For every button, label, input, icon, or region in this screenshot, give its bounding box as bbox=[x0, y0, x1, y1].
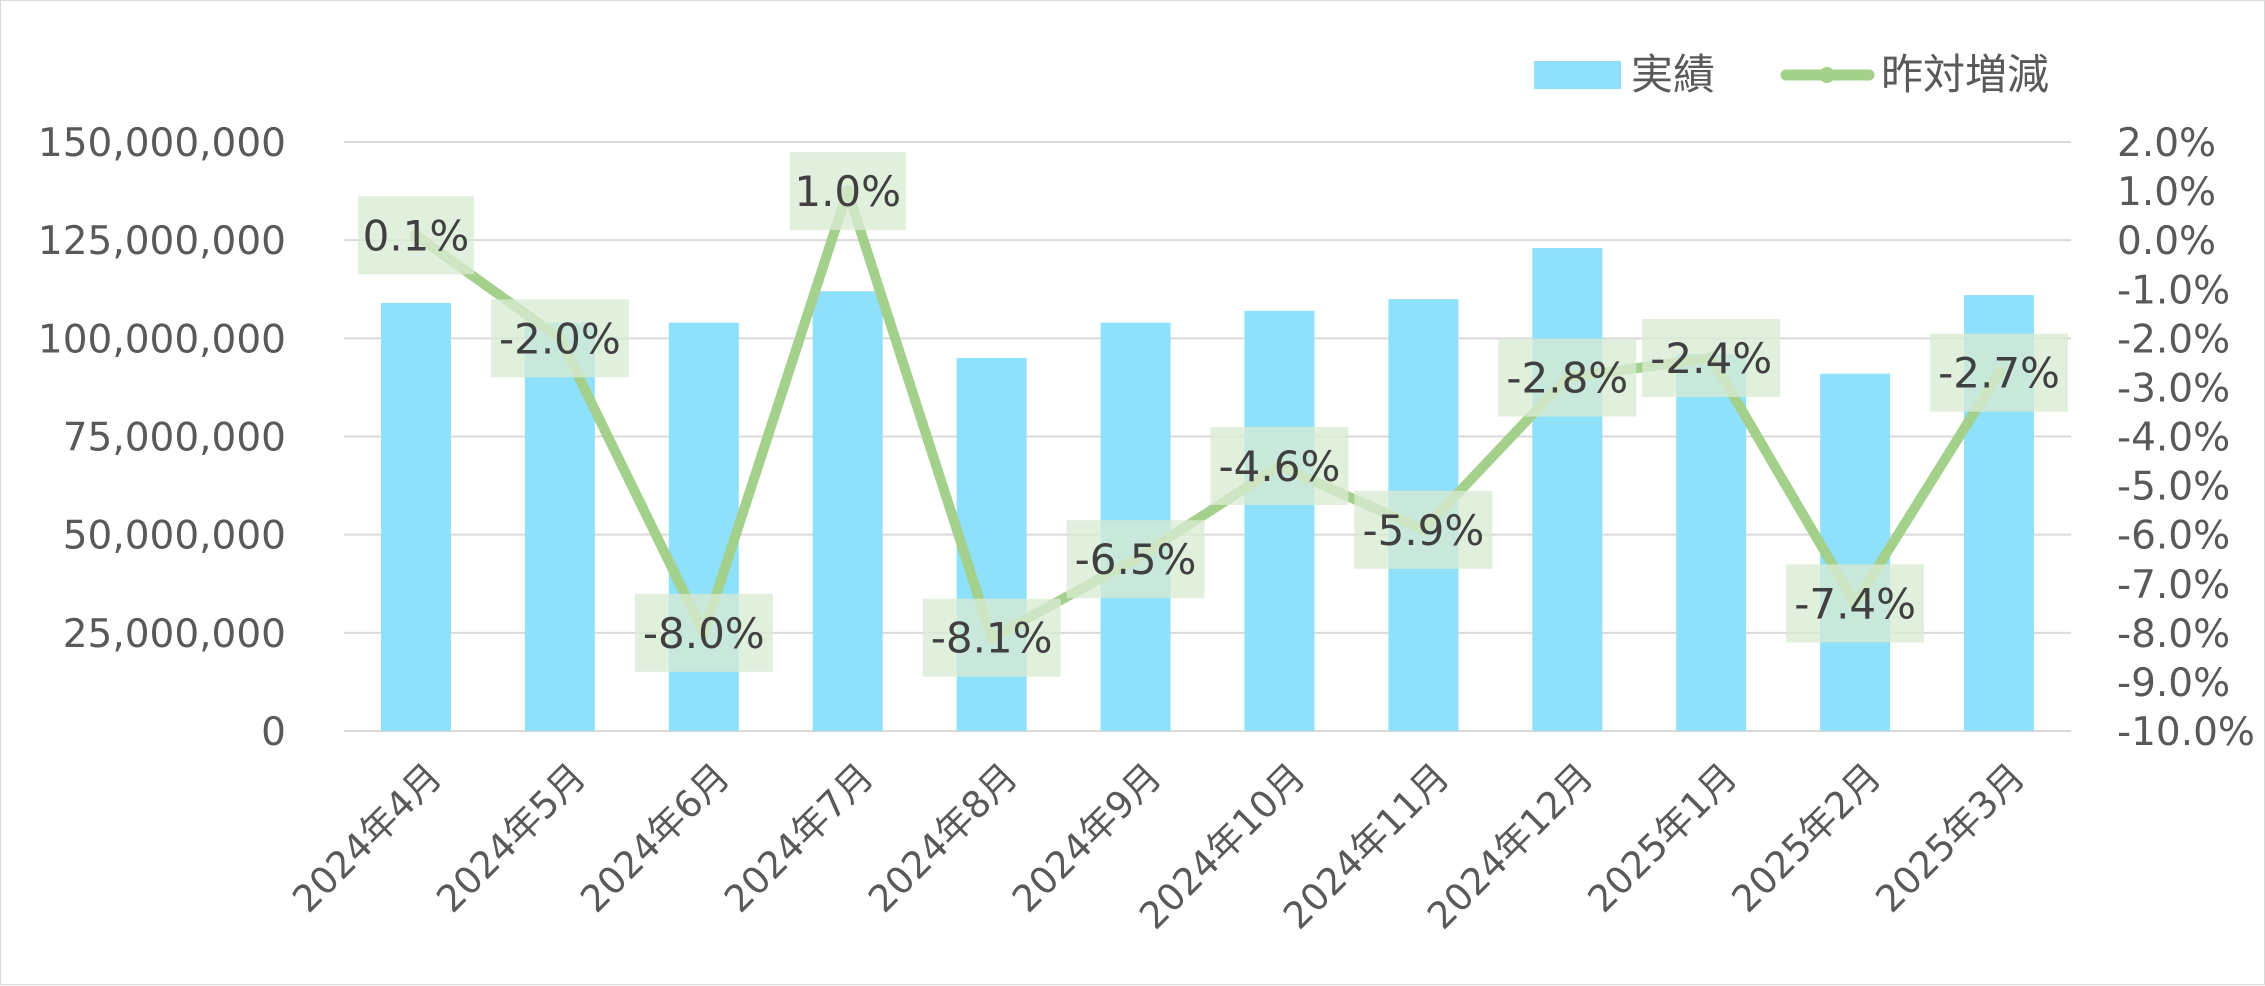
right-axis-tick-9: -2.0% bbox=[2117, 317, 2230, 362]
data-label-bg-12 bbox=[1930, 333, 2069, 412]
data-label-9: -2.8% bbox=[1506, 354, 1628, 403]
data-label-5: -8.1% bbox=[931, 614, 1053, 663]
legend: 実績 昨対増減 bbox=[1534, 50, 2049, 99]
left-axis-ticks: 0 25,000,000 50,000,000 75,000,000 100,000,0… bbox=[38, 121, 286, 755]
line-path bbox=[410, 186, 2005, 643]
right-axis-ticks: -10.0%-9.0%-8.0%-7.0%-6.0%-5.0%-4.0% -3.0… bbox=[2117, 121, 2255, 755]
data-label-7: -4.6% bbox=[1219, 442, 1341, 491]
right-axis-tick-6: -5.0% bbox=[2117, 465, 2230, 510]
bar-4 bbox=[812, 291, 883, 731]
gridlines bbox=[344, 141, 2071, 732]
left-axis-tick-6: 125,000,000 bbox=[38, 219, 286, 264]
data-label-bg-6 bbox=[1066, 520, 1205, 599]
data-label-bg-3 bbox=[634, 593, 773, 672]
line-series bbox=[409, 185, 2006, 644]
legend-swatch-marker bbox=[1819, 67, 1835, 83]
x-axis-tick-11: 2025年2月 bbox=[1724, 755, 1890, 921]
data-label-bg-8 bbox=[1354, 490, 1493, 569]
x-axis-tick-2: 2024年5月 bbox=[428, 755, 594, 921]
data-labels: 0.1% -2.0% -8.0% 1.0% -8.1% -6.5% -4.6% -5.9% -2… bbox=[357, 152, 2069, 677]
x-axis-ticks: 2024年4月2024年5月2024年6月2024年7月2024年8月2024年… bbox=[284, 755, 2033, 938]
right-axis-tick-4: -7.0% bbox=[2117, 563, 2230, 608]
x-axis-tick-1: 2024年4月 bbox=[284, 755, 450, 921]
right-axis-tick-2: -9.0% bbox=[2117, 661, 2230, 706]
right-axis-tick-3: -8.0% bbox=[2117, 612, 2230, 657]
bar-7 bbox=[1244, 310, 1315, 731]
left-axis-tick-2: 25,000,000 bbox=[63, 612, 286, 657]
data-label-bg-2 bbox=[490, 299, 629, 378]
right-axis-tick-11: 0.0% bbox=[2117, 219, 2216, 264]
right-axis-tick-8: -3.0% bbox=[2117, 366, 2230, 411]
right-axis-tick-13: 2.0% bbox=[2117, 121, 2216, 166]
legend-label-line: 昨対増減 bbox=[1881, 50, 2049, 99]
legend-swatch-bar bbox=[1534, 61, 1621, 89]
x-axis-tick-4: 2024年7月 bbox=[716, 755, 882, 921]
right-axis-tick-7: -4.0% bbox=[2117, 416, 2230, 461]
right-axis-tick-10: -1.0% bbox=[2117, 268, 2230, 313]
left-axis-tick-7: 150,000,000 bbox=[38, 121, 286, 166]
bar-9 bbox=[1532, 248, 1603, 731]
data-label-1: 0.1% bbox=[363, 211, 470, 260]
data-label-8: -5.9% bbox=[1362, 506, 1484, 555]
right-axis-tick-12: 1.0% bbox=[2117, 170, 2216, 215]
left-axis-tick-3: 50,000,000 bbox=[63, 514, 286, 559]
left-axis-tick-5: 100,000,000 bbox=[38, 317, 286, 362]
left-axis-tick-1: 0 bbox=[261, 710, 286, 755]
data-label-bg-9 bbox=[1498, 338, 1637, 417]
right-axis-tick-1: -10.0% bbox=[2117, 710, 2255, 755]
data-label-bg-4 bbox=[789, 152, 906, 231]
x-axis-tick-5: 2024年8月 bbox=[860, 755, 1026, 921]
data-label-bg-10 bbox=[1642, 318, 1781, 397]
data-label-4: 1.0% bbox=[794, 167, 901, 216]
data-label-11: -7.4% bbox=[1794, 579, 1916, 628]
x-axis-tick-10: 2025年1月 bbox=[1580, 755, 1746, 921]
data-label-12: -2.7% bbox=[1938, 349, 2060, 398]
data-label-3: -8.0% bbox=[643, 609, 765, 658]
data-label-6: -6.5% bbox=[1075, 535, 1197, 584]
x-axis-tick-3: 2024年6月 bbox=[572, 755, 738, 921]
data-label-bg-5 bbox=[922, 598, 1061, 677]
data-label-bg-1 bbox=[357, 196, 474, 275]
right-axis-tick-5: -6.0% bbox=[2117, 514, 2230, 559]
bar-11 bbox=[1820, 373, 1891, 731]
left-axis-tick-4: 75,000,000 bbox=[63, 416, 286, 461]
legend-label-bar: 実績 bbox=[1631, 50, 1715, 99]
data-label-2: -2.0% bbox=[499, 314, 621, 363]
bar-1 bbox=[380, 302, 451, 731]
bar-10 bbox=[1676, 354, 1747, 731]
data-label-bg-7 bbox=[1210, 426, 1349, 505]
data-label-bg-11 bbox=[1786, 564, 1925, 643]
x-axis-tick-12: 2025年3月 bbox=[1867, 755, 2033, 921]
data-label-10: -2.4% bbox=[1650, 334, 1772, 383]
